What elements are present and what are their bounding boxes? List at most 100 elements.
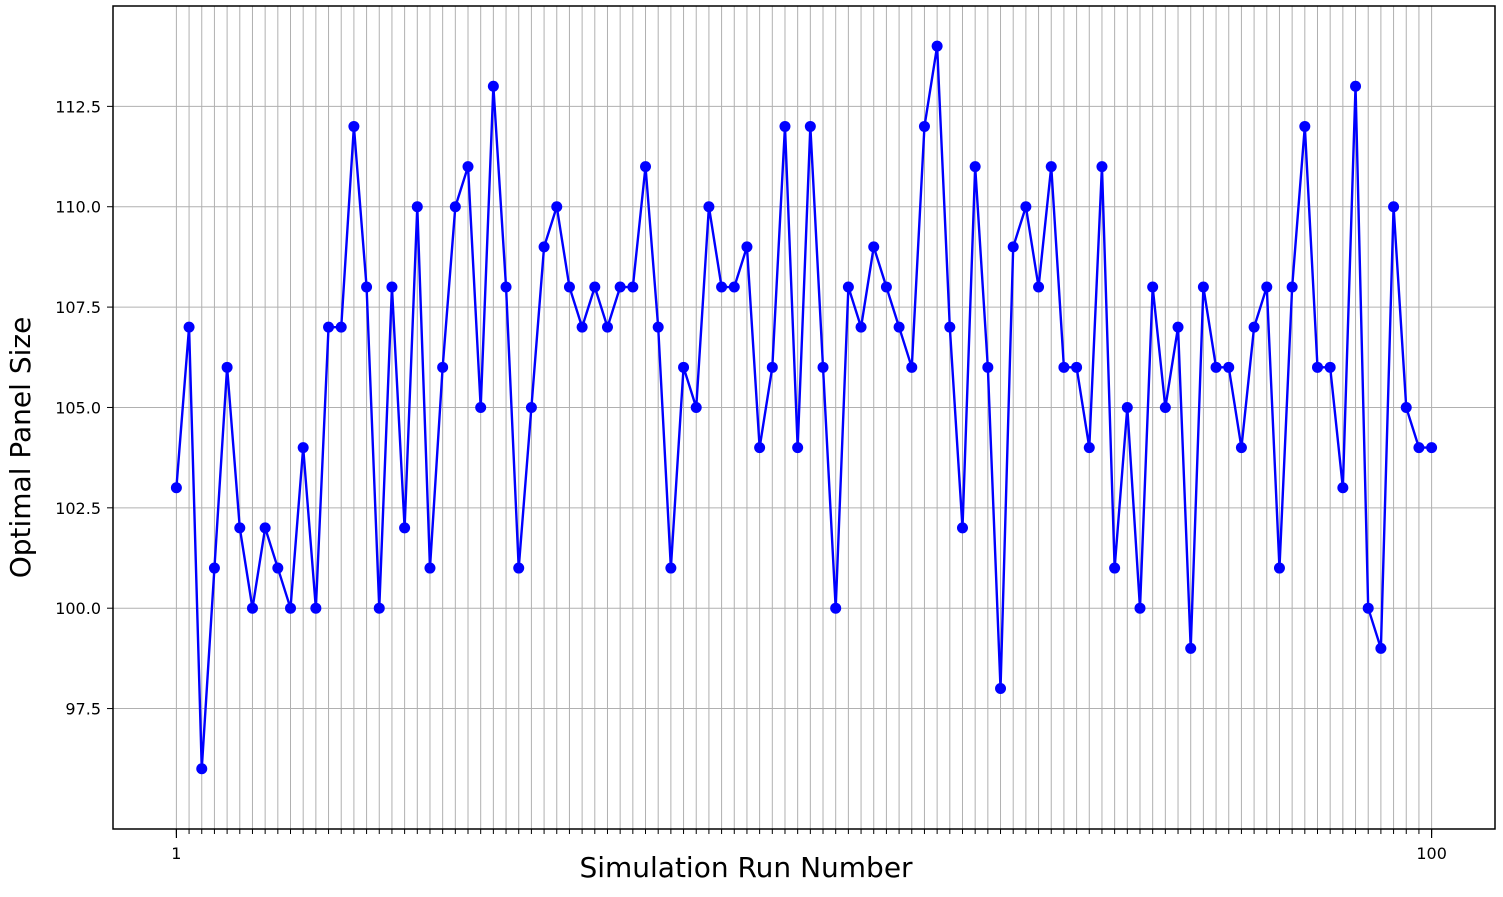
- data-point: [614, 281, 626, 293]
- data-point: [538, 241, 550, 253]
- data-point: [386, 281, 398, 293]
- data-point: [487, 80, 499, 92]
- data-point: [982, 361, 994, 373]
- y-tick-label: 102.5: [55, 499, 101, 518]
- data-point: [1426, 442, 1438, 454]
- data-point: [1311, 361, 1323, 373]
- data-point: [855, 321, 867, 333]
- data-point: [297, 442, 309, 454]
- data-point: [475, 401, 487, 413]
- data-point: [1159, 401, 1171, 413]
- data-point: [652, 321, 664, 333]
- y-axis-label: Optimal Panel Size: [4, 317, 37, 579]
- data-point: [754, 442, 766, 454]
- data-point: [1375, 642, 1387, 654]
- data-point: [741, 241, 753, 253]
- data-point: [1185, 642, 1197, 654]
- data-point: [1033, 281, 1045, 293]
- y-tick-label: 105.0: [55, 398, 101, 417]
- data-point: [766, 361, 778, 373]
- data-point: [703, 201, 715, 213]
- data-point: [1045, 161, 1057, 173]
- data-point: [399, 522, 411, 534]
- data-point: [1020, 201, 1032, 213]
- data-point: [525, 401, 537, 413]
- data-point: [1350, 80, 1362, 92]
- y-tick-label: 97.5: [65, 700, 101, 719]
- data-point: [1096, 161, 1108, 173]
- x-tick-label: 1: [171, 844, 181, 863]
- data-point: [1362, 602, 1374, 614]
- data-series: [170, 40, 1438, 775]
- data-point: [500, 281, 512, 293]
- data-point: [944, 321, 956, 333]
- data-point: [906, 361, 918, 373]
- data-point: [449, 201, 461, 213]
- data-point: [576, 321, 588, 333]
- data-point: [1071, 361, 1083, 373]
- data-point: [804, 120, 816, 132]
- data-point: [1134, 602, 1146, 614]
- axis-ticks: 97.5 100.0 102.5 105.0 107.5 110.0 112.5 1 100: [55, 97, 1447, 863]
- data-point: [665, 562, 677, 574]
- data-point: [893, 321, 905, 333]
- data-point: [170, 482, 182, 494]
- data-point: [1273, 562, 1285, 574]
- data-point: [817, 361, 829, 373]
- data-point: [956, 522, 968, 534]
- x-axis-label: Simulation Run Number: [579, 851, 913, 884]
- data-point: [1172, 321, 1184, 333]
- data-point: [246, 602, 258, 614]
- data-point: [348, 120, 360, 132]
- data-point: [1324, 361, 1336, 373]
- data-point: [513, 562, 525, 574]
- data-point: [1210, 361, 1222, 373]
- y-tick-label: 100.0: [55, 599, 101, 618]
- data-point: [830, 602, 842, 614]
- data-point: [792, 442, 804, 454]
- data-point: [995, 682, 1007, 694]
- x-tick-label: 100: [1416, 844, 1447, 863]
- y-tick-label: 107.5: [55, 298, 101, 317]
- data-point: [272, 562, 284, 574]
- data-point: [728, 281, 740, 293]
- data-point: [1109, 562, 1121, 574]
- y-tick-label: 112.5: [55, 97, 101, 116]
- data-point: [640, 161, 652, 173]
- data-point: [1007, 241, 1019, 253]
- data-point: [1337, 482, 1349, 494]
- data-point: [563, 281, 575, 293]
- plot-frame: [112, 5, 1496, 830]
- gridlines: [113, 6, 1495, 829]
- data-point: [880, 281, 892, 293]
- data-point: [918, 120, 930, 132]
- data-point: [373, 602, 385, 614]
- data-point: [868, 241, 880, 253]
- data-point: [1286, 281, 1298, 293]
- data-point: [842, 281, 854, 293]
- data-point: [1261, 281, 1273, 293]
- data-point: [462, 161, 474, 173]
- data-point: [1400, 401, 1412, 413]
- data-point: [183, 321, 195, 333]
- data-point: [1223, 361, 1235, 373]
- data-point: [627, 281, 639, 293]
- data-point: [335, 321, 347, 333]
- data-point: [551, 201, 563, 213]
- data-point: [310, 602, 322, 614]
- data-point: [221, 361, 233, 373]
- data-point: [1413, 442, 1425, 454]
- data-point: [589, 281, 601, 293]
- data-point: [678, 361, 690, 373]
- data-point: [1058, 361, 1070, 373]
- data-point: [1299, 120, 1311, 132]
- data-point: [1235, 442, 1247, 454]
- data-point: [424, 562, 436, 574]
- data-point: [323, 321, 335, 333]
- data-point: [969, 161, 981, 173]
- data-point: [1147, 281, 1159, 293]
- data-point: [690, 401, 702, 413]
- data-point: [411, 201, 423, 213]
- data-point: [361, 281, 373, 293]
